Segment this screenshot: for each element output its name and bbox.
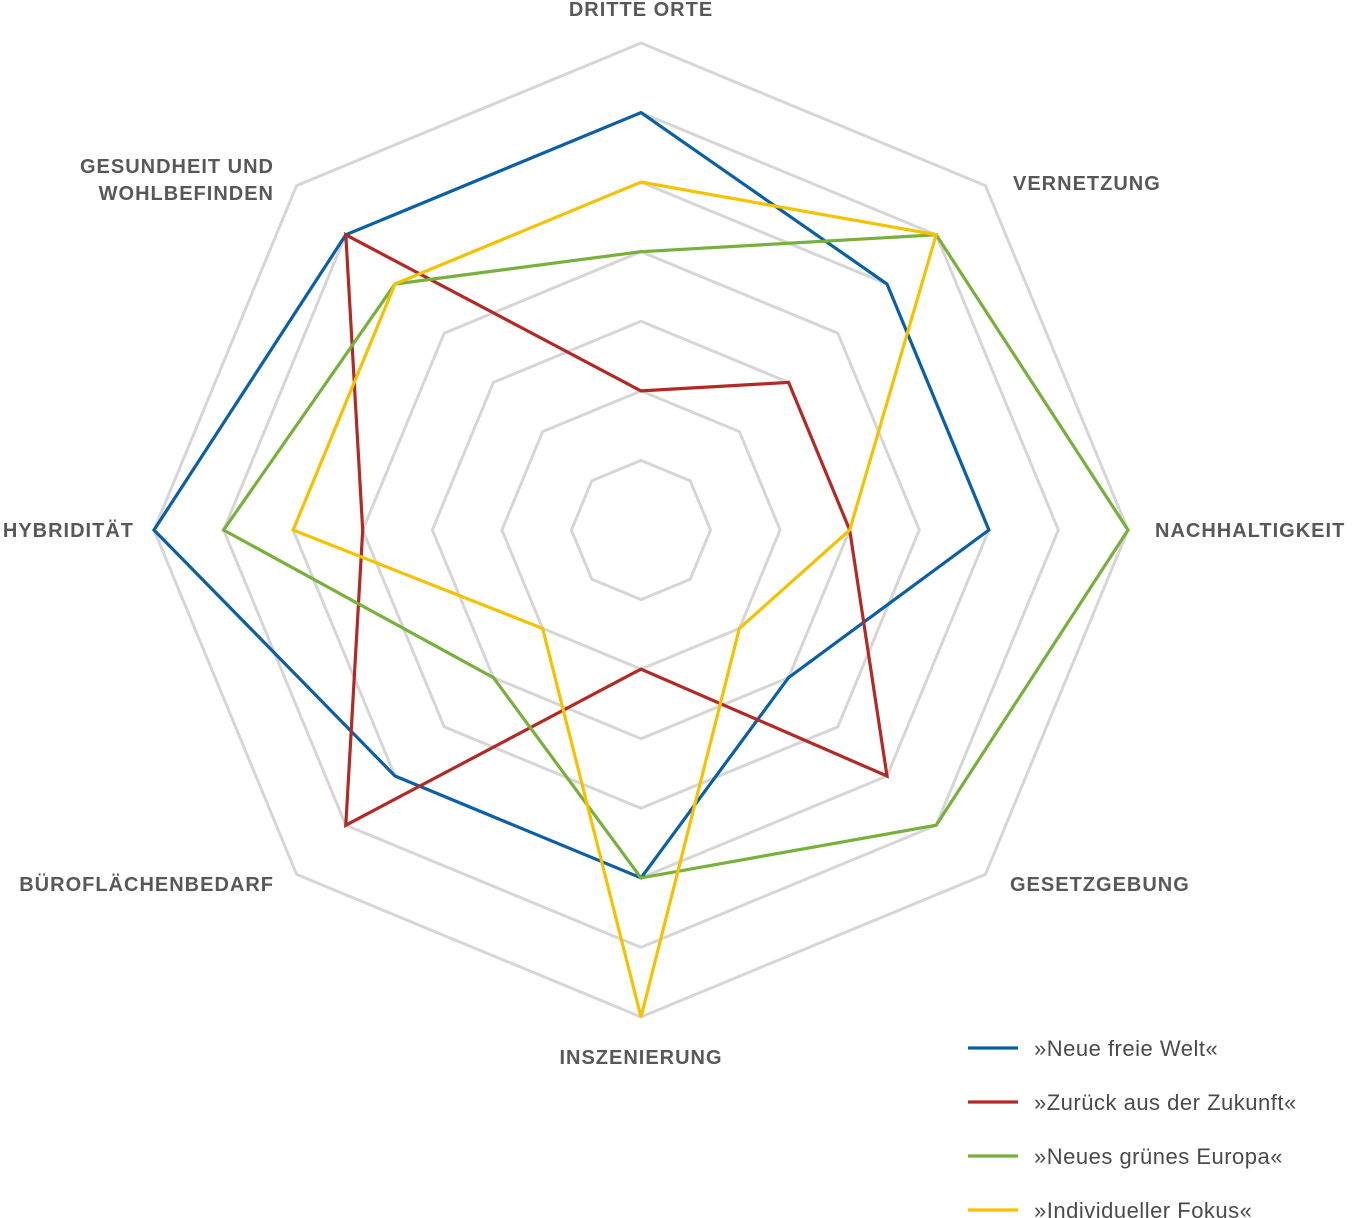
grid-ring-6 (221, 110, 1061, 950)
axis-label-2: VERNETZUNG (1013, 173, 1161, 195)
axis-label-3: NACHHALTIGKEIT (1155, 520, 1345, 542)
series-group (151, 110, 1130, 1018)
legend: »Neue freie Welt« »Zurück aus der Zukunft… (968, 1036, 1297, 1218)
series-line-4 (290, 180, 939, 1018)
grid-ring-4 (361, 250, 921, 810)
legend-label-4: »Individueller Fokus« (1034, 1198, 1252, 1218)
axis-label-7: HYBRIDITÄT (3, 519, 134, 542)
series-line-2 (344, 232, 890, 828)
axis-label-8-line-1: GESUNDHEIT UND (80, 156, 274, 178)
axis-label-4: GESETZGEBUNG (1010, 874, 1190, 896)
legend-label-3: »Neues grünes Europa« (1034, 1144, 1283, 1169)
grid-rings (152, 41, 1130, 1019)
legend-label-1: »Neue freie Welt« (1034, 1036, 1218, 1061)
legend-label-2: »Zurück aus der Zukunft« (1034, 1090, 1297, 1115)
axis-label-1: DRITTE ORTE (569, 0, 713, 21)
axis-label-6: BÜROFLÄCHENBEDARF (19, 873, 274, 896)
axis-label-5: INSZENIERUNG (559, 1047, 722, 1069)
axis-label-8-line-2: WOHLBEFINDEN (99, 183, 274, 205)
grid-ring-7 (152, 41, 1130, 1019)
grid-ring-1 (569, 458, 713, 602)
axis-labels: DRITTE ORTE VERNETZUNG NACHHALTIGKEIT GESET… (3, 0, 1345, 1069)
